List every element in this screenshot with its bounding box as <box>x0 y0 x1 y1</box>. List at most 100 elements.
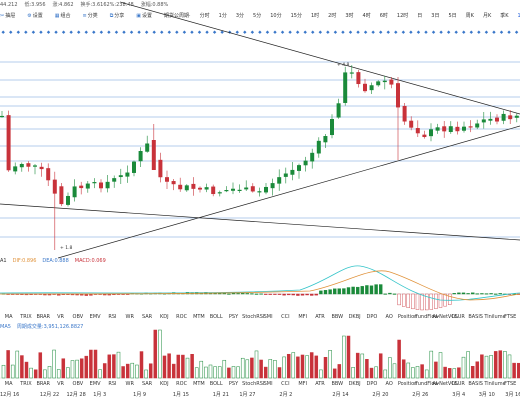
period-dropdown[interactable]: 期货公周期· <box>164 13 191 19</box>
indicator-tab[interactable]: MFI <box>298 314 308 320</box>
indicator-tab[interactable]: CCI <box>281 314 290 320</box>
indicator-tab[interactable]: PSY <box>228 381 239 387</box>
indicator-tab[interactable]: LSUR <box>451 381 465 387</box>
timeframe-6[interactable]: 1时 <box>310 13 320 19</box>
timeframe-16[interactable]: 月K <box>482 13 492 19</box>
macd-bar <box>300 293 305 296</box>
timeframe-17[interactable]: 季K <box>500 13 509 19</box>
timeframe-18[interactable]: 1日 <box>517 13 520 19</box>
indicator-tab[interactable]: MTM <box>193 381 205 387</box>
indicator-tab[interactable]: CCI <box>281 381 290 387</box>
indicator-tab[interactable]: KDJ <box>160 381 169 387</box>
volume-bar <box>291 352 296 379</box>
volume-bar <box>498 350 503 379</box>
indicator-tab[interactable]: BBW <box>331 381 344 387</box>
indicator-tab[interactable]: BBW <box>331 314 344 320</box>
indicator-tab[interactable]: BASIS <box>468 381 483 387</box>
indicator-tab[interactable]: KDJ <box>160 314 169 320</box>
indicator-tab[interactable]: SMI <box>263 381 273 387</box>
price-info-bar: 44.212 低:3.956 涨:4.862 换手:3.6162%:238:48 涨幅:… <box>0 0 520 10</box>
indicator-tab[interactable]: BOLL <box>209 314 223 320</box>
timeframe-7[interactable]: 2时 <box>328 13 337 19</box>
timeframe-15[interactable]: 周K <box>465 13 474 19</box>
volume-bar <box>194 367 199 379</box>
indicator-tab[interactable]: TRIX <box>20 314 32 320</box>
indicator-tab[interactable]: ROC <box>176 314 188 320</box>
indicator-tab[interactable]: AO <box>385 314 393 320</box>
indicator-tab[interactable]: MFI <box>298 381 308 387</box>
indicator-tab[interactable]: FundFlow <box>415 314 439 320</box>
toolbar-button[interactable]: ≡分类 <box>82 13 103 19</box>
timeframe-1[interactable]: 1分 <box>218 13 227 19</box>
bar-marker <box>9 30 13 34</box>
indicator-tab[interactable]: RSI <box>108 381 117 387</box>
candle-body <box>270 183 275 189</box>
toolbar-button[interactable]: ⚙设置 <box>27 13 49 19</box>
indicator-tab[interactable]: BOLL <box>209 381 223 387</box>
indicator-tab[interactable]: SAR <box>141 381 153 387</box>
indicator-tab[interactable]: DKBJ <box>348 314 361 320</box>
indicator-tab[interactable]: ATR <box>315 381 325 387</box>
indicator-tab[interactable]: SMI <box>263 314 273 320</box>
indicator-tab[interactable]: StochRSI <box>242 381 265 387</box>
timeframe-11[interactable]: 12时 <box>396 13 409 19</box>
indicator-tab[interactable]: EMV <box>89 381 101 387</box>
timeframe-3[interactable]: 5分 <box>253 13 262 19</box>
indicator-tab[interactable]: MA <box>4 381 13 387</box>
indicator-tab[interactable]: WR <box>125 381 134 387</box>
indicator-tab[interactable]: DPO <box>366 314 378 320</box>
indicator-tab[interactable]: FTSE <box>504 381 517 387</box>
indicator-tab[interactable]: StochRSI <box>242 314 265 320</box>
indicator-tab[interactable]: AI-NetVOL <box>432 381 458 387</box>
indicator-tab[interactable]: Tinilume <box>484 314 506 320</box>
indicator-tab[interactable]: WR <box>125 314 134 320</box>
indicator-tab[interactable]: AO <box>385 381 393 387</box>
timeframe-9[interactable]: 4时 <box>362 13 371 19</box>
indicator-tab[interactable]: PSY <box>228 314 239 320</box>
timeframe-10[interactable]: 6时 <box>379 13 388 19</box>
candle-body <box>330 119 334 136</box>
timeframe-2[interactable]: 3分 <box>235 13 245 19</box>
indicator-tab[interactable]: DKBJ <box>348 381 361 387</box>
indicator-tab[interactable]: AI-NetVOL <box>432 314 458 320</box>
timeframe-5[interactable]: 15分 <box>290 13 302 19</box>
price-info-item: 换手:3.6162%:238:48 <box>80 2 134 8</box>
toolbar-button[interactable]: ✂抽屉 <box>0 13 21 19</box>
indicator-tab[interactable]: OBV <box>72 381 84 387</box>
indicator-tab[interactable]: MA <box>4 314 13 320</box>
indicator-tab[interactable]: Tinilume <box>484 381 506 387</box>
timeframe-14[interactable]: 5日 <box>448 13 457 19</box>
indicator-tab[interactable]: EMV <box>89 314 101 320</box>
timeframe-8[interactable]: 3时 <box>345 13 354 19</box>
indicator-tab[interactable]: BRAR <box>36 314 51 320</box>
indicator-tab[interactable]: VR <box>57 314 64 320</box>
toolbar-button[interactable]: ▣设置 <box>136 13 158 19</box>
indicator-tab[interactable]: ROC <box>176 381 188 387</box>
indicator-tab[interactable]: RSI <box>108 314 117 320</box>
toolbar-button[interactable]: ⧉分享 <box>110 13 131 19</box>
indicator-tab[interactable]: FTSE <box>504 314 517 320</box>
timeframe-13[interactable]: 3日 <box>431 13 440 19</box>
toolbar-button[interactable]: ▦组合 <box>55 13 77 19</box>
indicator-tab[interactable]: TRIX <box>20 381 32 387</box>
indicator-tab[interactable]: VR <box>57 381 64 387</box>
volume-bar <box>20 355 24 379</box>
candle-body <box>514 115 519 118</box>
indicator-tab[interactable]: FundFlow <box>415 381 439 387</box>
candle-body <box>46 168 51 181</box>
indicator-tab[interactable]: SAR <box>141 314 153 320</box>
indicator-tab[interactable]: BASIS <box>468 314 483 320</box>
timeframe-12[interactable]: 日 <box>417 13 423 19</box>
timeframe-0[interactable]: 分时 <box>199 13 210 19</box>
indicator-tab[interactable]: MTM <box>193 314 205 320</box>
indicator-tab[interactable]: DPO <box>366 381 378 387</box>
indicator-tab[interactable]: Position <box>397 381 418 387</box>
indicator-tab[interactable]: Position <box>397 314 418 320</box>
indicator-tab[interactable]: LSUR <box>451 314 465 320</box>
timeframe-4[interactable]: 10分 <box>270 13 282 19</box>
indicator-tab[interactable]: BRAR <box>36 381 51 387</box>
volume-bar <box>493 351 498 379</box>
indicator-tab[interactable]: OBV <box>72 314 84 320</box>
indicator-tab[interactable]: ATR <box>315 314 325 320</box>
